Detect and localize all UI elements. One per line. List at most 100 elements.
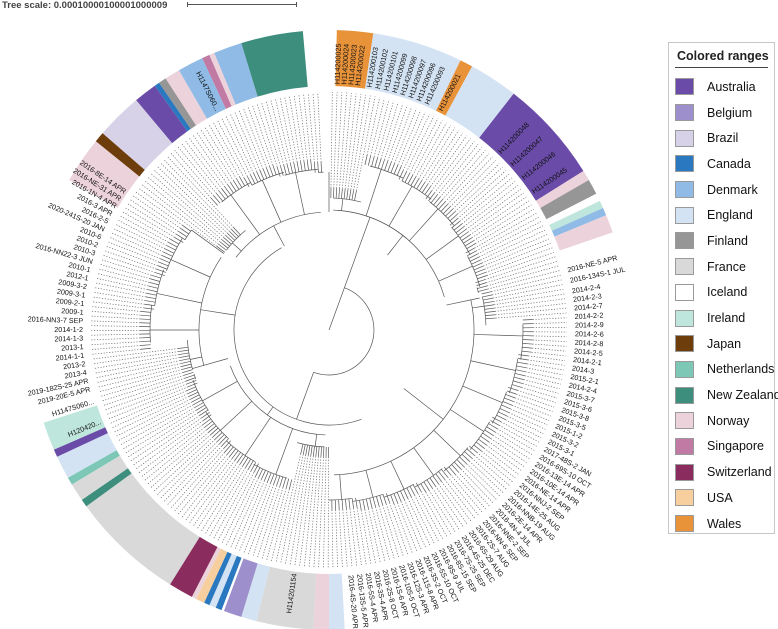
tip-branch bbox=[229, 448, 236, 457]
tip-leader bbox=[415, 122, 447, 178]
tip-branch bbox=[369, 498, 373, 508]
tip-branch bbox=[464, 240, 474, 247]
range-norway bbox=[209, 52, 236, 107]
tip-branch bbox=[345, 499, 347, 510]
tip-leader bbox=[318, 456, 324, 568]
tip-branch bbox=[161, 255, 172, 260]
legend-swatch bbox=[675, 437, 694, 455]
leaf-label: 2014-1-1 bbox=[55, 351, 85, 363]
legend-label: Wales bbox=[707, 516, 742, 531]
tip-leader bbox=[153, 436, 214, 492]
legend-item-singapore: Singapore bbox=[669, 434, 774, 460]
tip-branch bbox=[507, 386, 518, 391]
legend-swatch bbox=[675, 232, 694, 250]
tip-branch bbox=[448, 466, 456, 475]
tip-branch bbox=[470, 256, 480, 262]
tip-leader bbox=[500, 421, 540, 443]
tip-branch bbox=[247, 176, 253, 186]
tip-leader bbox=[331, 509, 334, 568]
tip-branch bbox=[435, 473, 442, 482]
sub-arc bbox=[328, 498, 352, 501]
tip-leader bbox=[371, 507, 386, 562]
tip-branch bbox=[250, 174, 256, 184]
tip-leader bbox=[270, 99, 288, 165]
tip-branch bbox=[521, 350, 532, 353]
tip-branch bbox=[362, 499, 366, 510]
sub-stem bbox=[232, 242, 242, 252]
sub-stem bbox=[365, 470, 374, 498]
tip-leader bbox=[356, 507, 367, 566]
tip-branch bbox=[351, 190, 355, 201]
tip-leader bbox=[525, 371, 562, 380]
tip-branch bbox=[262, 168, 268, 179]
tip-leader bbox=[91, 310, 141, 316]
legend-swatch bbox=[675, 78, 694, 96]
tip-leader bbox=[400, 501, 422, 550]
tip-branch bbox=[227, 184, 234, 194]
tip-leader bbox=[92, 301, 145, 309]
clade-stem bbox=[266, 406, 274, 416]
tip-branch bbox=[440, 203, 449, 212]
tip-leader bbox=[197, 463, 241, 529]
tip-leader bbox=[335, 509, 339, 568]
range-new-zealand bbox=[241, 31, 308, 97]
tip-branch bbox=[258, 468, 264, 479]
tip-branch bbox=[472, 262, 483, 268]
legend-item-denmark: Denmark bbox=[669, 177, 774, 203]
range-england bbox=[445, 66, 514, 138]
tip-branch bbox=[407, 175, 414, 185]
tip-leader bbox=[192, 134, 229, 186]
sub-arc bbox=[184, 229, 192, 241]
sub-arc bbox=[253, 464, 288, 479]
clade-arc bbox=[246, 247, 282, 283]
tip-leader bbox=[375, 506, 390, 561]
tip-branch bbox=[379, 495, 383, 506]
tip-branch bbox=[393, 164, 399, 175]
leaf-label: 2014-2-7 bbox=[574, 301, 603, 312]
tip-branch bbox=[210, 427, 219, 435]
sub-arc bbox=[226, 230, 246, 251]
tip-leader bbox=[103, 377, 185, 406]
legend-swatch bbox=[675, 309, 694, 327]
tip-branch bbox=[286, 164, 290, 175]
tip-branch bbox=[307, 445, 311, 456]
sub-arc bbox=[186, 339, 193, 370]
tip-leader bbox=[174, 452, 225, 512]
tip-branch bbox=[239, 455, 246, 465]
tip-leader bbox=[141, 427, 205, 477]
tip-leader bbox=[104, 250, 157, 270]
tip-leader bbox=[95, 282, 147, 294]
tip-branch bbox=[253, 173, 259, 183]
tip-branch bbox=[384, 160, 389, 171]
tip-branch bbox=[229, 231, 237, 239]
sub-stem bbox=[409, 208, 439, 242]
range-netherlands bbox=[67, 450, 120, 485]
tip-branch bbox=[290, 163, 293, 174]
tip-leader bbox=[170, 447, 225, 509]
range-france bbox=[256, 566, 317, 629]
tip-leader bbox=[485, 247, 553, 273]
tip-branch bbox=[305, 444, 308, 455]
tip-branch bbox=[511, 384, 522, 388]
tip-branch bbox=[359, 500, 362, 511]
sub-arc bbox=[226, 440, 256, 463]
tip-branch bbox=[454, 461, 462, 470]
clade-stem bbox=[387, 235, 404, 256]
range-iceland bbox=[546, 193, 600, 225]
tip-leader bbox=[438, 483, 468, 525]
sub-stem bbox=[192, 358, 229, 369]
tip-branch bbox=[346, 189, 349, 200]
tip-leader bbox=[205, 467, 246, 534]
tip-branch bbox=[355, 497, 358, 508]
tip-branch bbox=[475, 279, 486, 284]
tip-branch bbox=[522, 319, 533, 321]
tip-leader bbox=[91, 315, 141, 320]
tip-branch bbox=[372, 497, 376, 508]
range-denmark bbox=[214, 43, 258, 105]
tip-leader bbox=[94, 357, 180, 374]
sub-arc bbox=[443, 447, 469, 472]
tip-branch bbox=[276, 166, 281, 177]
tip-leader bbox=[492, 279, 562, 296]
